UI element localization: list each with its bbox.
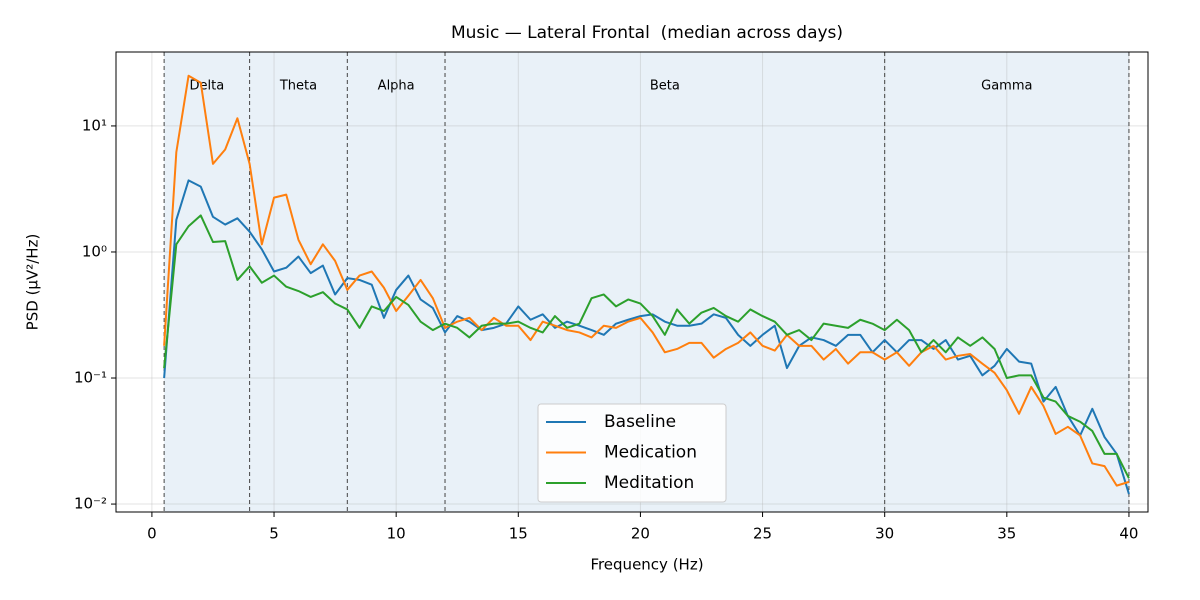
x-tick-label: 15 xyxy=(509,525,528,543)
band-label: Alpha xyxy=(378,79,415,94)
x-tick-label: 35 xyxy=(997,525,1016,543)
series-line xyxy=(163,179,1130,495)
x-tick-label: 25 xyxy=(753,525,772,543)
legend-label: Meditation xyxy=(604,473,694,493)
band-label: Theta xyxy=(279,79,317,94)
x-tick-label: 40 xyxy=(1119,525,1138,543)
series-line xyxy=(163,74,1130,487)
legend-label: Baseline xyxy=(604,412,676,432)
x-axis-label: Frequency (Hz) xyxy=(590,556,703,574)
plot-frame xyxy=(115,51,1149,513)
y-tick-label: 10⁻² xyxy=(74,495,107,513)
band-label: Gamma xyxy=(981,79,1032,94)
band xyxy=(249,52,348,512)
y-tick-label: 10¹ xyxy=(82,116,107,134)
band xyxy=(884,52,1129,512)
x-tick-label: 10 xyxy=(387,525,406,543)
x-tick-label: 30 xyxy=(875,525,894,543)
y-tick-label: 10⁰ xyxy=(82,242,107,260)
x-tick-label: 20 xyxy=(631,525,650,543)
legend-label: Medication xyxy=(604,443,697,463)
y-axis-label: PSD (µV²/Hz) xyxy=(24,234,42,331)
series-line xyxy=(163,214,1130,479)
chart-title: Music — Lateral Frontal (median across d… xyxy=(451,23,843,43)
x-tick-label: 0 xyxy=(147,525,157,543)
band-label: Beta xyxy=(650,79,680,94)
legend-box xyxy=(537,403,727,503)
band-label: Delta xyxy=(190,79,225,94)
y-tick-label: 10⁻¹ xyxy=(74,369,107,387)
x-tick-label: 5 xyxy=(269,525,279,543)
